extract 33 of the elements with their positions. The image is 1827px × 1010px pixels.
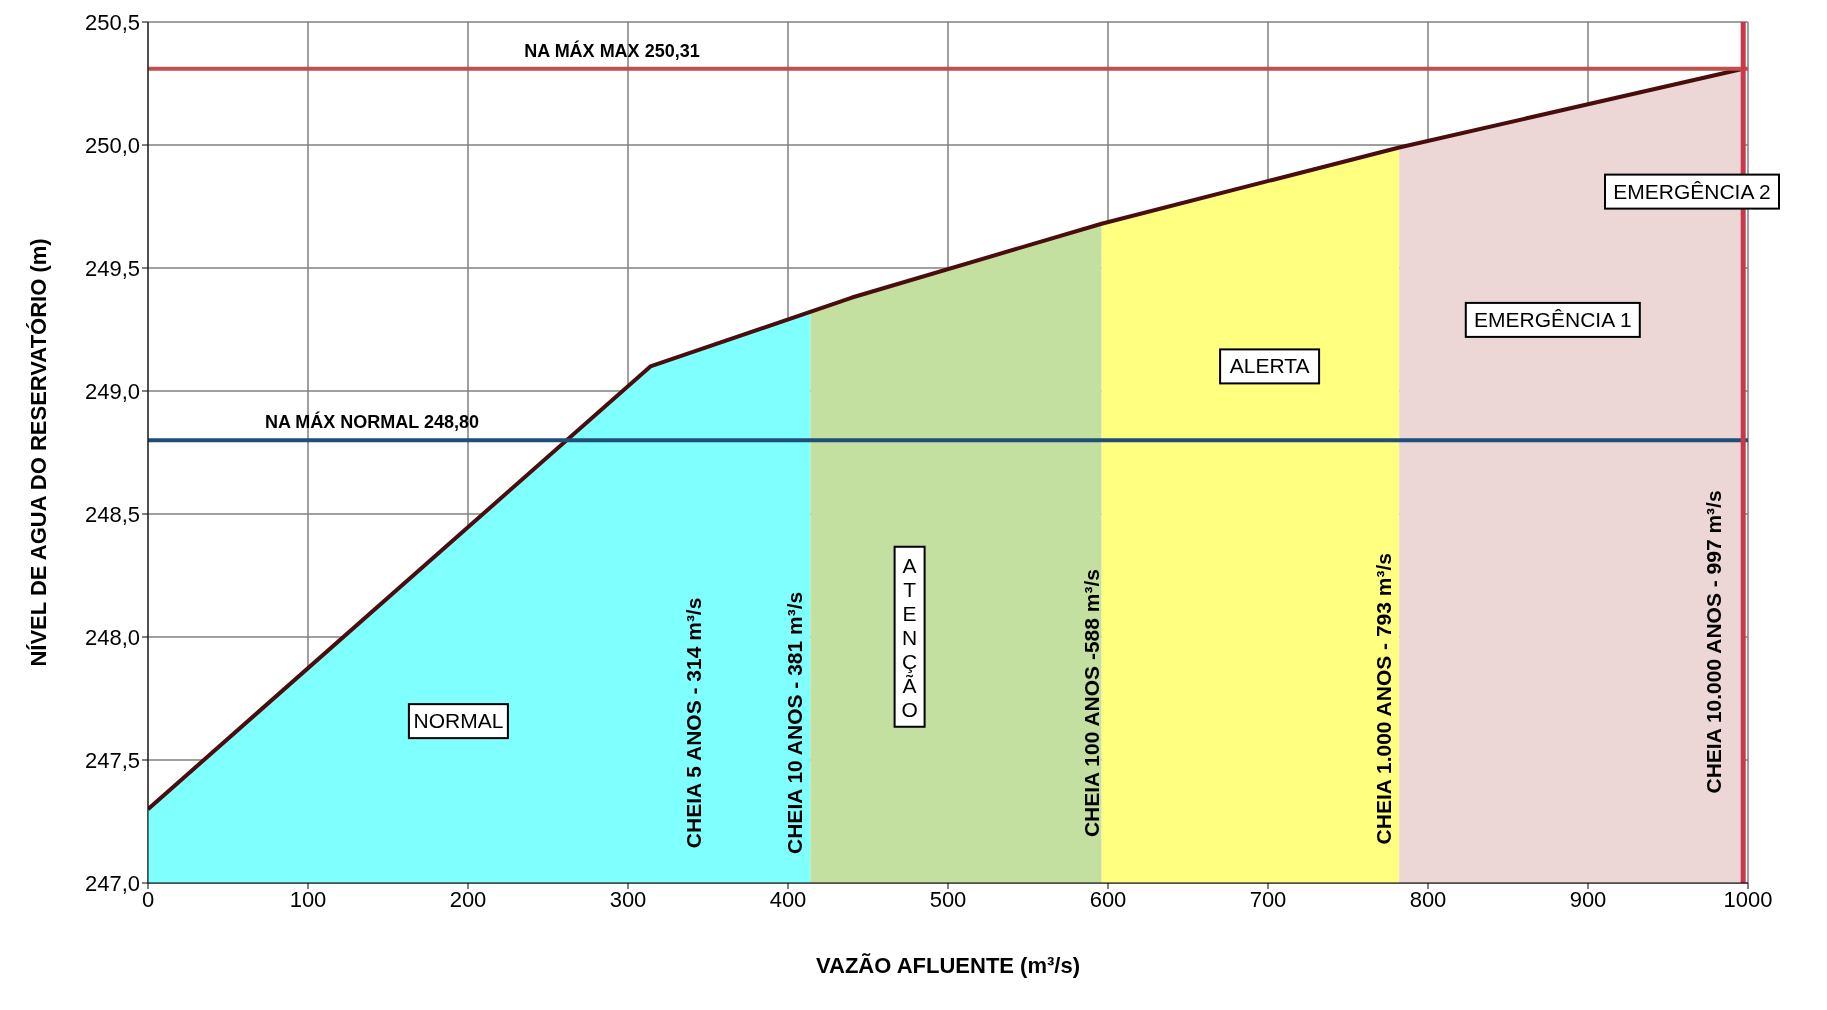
x-tick-label: 500 [929, 886, 967, 912]
x-axis-title: VAZÃO AFLUENTE (m³/s) [816, 953, 1080, 978]
annotation: ALERTA [1229, 354, 1310, 378]
x-tick-label: 1000 [1723, 886, 1773, 912]
x-tick-label: 400 [769, 886, 807, 912]
x-tick-label: 300 [609, 886, 647, 912]
x-tick-label: 600 [1089, 886, 1127, 912]
ref-line-label: CHEIA 10.000 ANOS - 997 m³/s [1701, 490, 1725, 794]
annotation: EMERGÊNCIA 2 [1613, 179, 1771, 203]
annotation: CHEIA 1.000 ANOS - 793 m³/s [1371, 553, 1395, 845]
annotation: CHEIA 10 ANOS - 381 m³/s [782, 591, 806, 854]
ref-line-label: NA MÁX NORMAL 248,80 [264, 411, 480, 433]
x-tick-label: 100 [289, 886, 327, 912]
y-tick-label: 249,0 [84, 378, 140, 404]
x-tick-label: 0 [141, 886, 155, 912]
y-tick-label: 249,5 [84, 255, 140, 281]
x-tick-label: 200 [449, 886, 487, 912]
ref-line-label: NA MÁX MAX 250,31 [524, 39, 700, 61]
annotation: ATENÇÃO [901, 553, 918, 721]
annotation: EMERGÊNCIA 1 [1474, 307, 1632, 331]
x-tick-label: 800 [1409, 886, 1447, 912]
y-tick-label: 247,5 [84, 747, 140, 773]
y-tick-label: 248,0 [84, 624, 140, 650]
y-tick-label: 250,0 [84, 132, 140, 158]
x-tick-label: 900 [1569, 886, 1607, 912]
y-tick-label: 250,5 [84, 9, 140, 35]
y-tick-label: 248,5 [84, 501, 140, 527]
annotation: CHEIA 100 ANOS -588 m³/s [1080, 569, 1104, 838]
y-axis-title: NÍVEL DE AGUA DO RESERVATÓRIO (m) [25, 238, 51, 667]
annotation: CHEIA 5 ANOS - 314 m³/s [682, 597, 706, 849]
annotation: NORMAL [413, 709, 504, 733]
y-tick-label: 247,0 [84, 870, 140, 896]
x-tick-label: 700 [1249, 886, 1287, 912]
